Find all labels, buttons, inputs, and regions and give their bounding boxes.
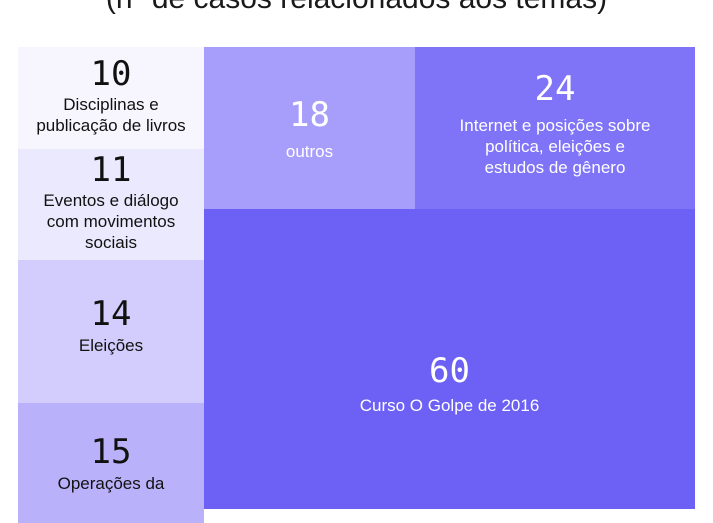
tile-label-line: Eleições <box>78 336 144 355</box>
tile-label-line: estudos de gênero <box>484 158 626 177</box>
treemap-tile-eventos: 11 Eventos e diálogo com movimentos sociais <box>18 149 204 260</box>
tile-label: outros <box>206 141 413 162</box>
tile-value: 24 <box>534 69 576 109</box>
tile-label-line: com movimentos <box>46 212 176 231</box>
tile-label: Eleições <box>20 335 202 356</box>
tile-label-line: Disciplinas e <box>63 95 159 114</box>
tile-label-line: publicação de livros <box>36 116 186 135</box>
tile-label: Operações da <box>20 473 202 494</box>
tile-value: 11 <box>90 150 132 190</box>
tile-value: 10 <box>90 54 132 94</box>
tile-label-line: política, eleições e <box>485 137 625 156</box>
tile-label: Disciplinas e publicação de livros <box>20 94 202 136</box>
tile-label-line: outros <box>285 142 334 161</box>
tile-label-line: Internet e posições sobre <box>459 116 651 135</box>
treemap-tile-outros: 18 outros <box>204 47 415 209</box>
chart-subtitle: (nº de casos relacionados aos temas) <box>0 0 713 16</box>
treemap-tile-internet: 24 Internet e posições sobre política, ele… <box>415 47 695 209</box>
tile-label: Internet e posições sobre política, eleiç… <box>417 115 693 178</box>
tile-value: 15 <box>90 432 132 472</box>
tile-label-line: Operações da <box>57 474 165 493</box>
tile-value: 18 <box>289 95 330 135</box>
tile-label: Eventos e diálogo com movimentos sociais <box>20 190 202 253</box>
treemap-tile-disciplinas: 10 Disciplinas e publicação de livros <box>18 47 204 149</box>
tile-label: Curso O Golpe de 2016 <box>206 395 693 416</box>
tile-value: 60 <box>429 351 470 391</box>
treemap-tile-operacoes: 15 Operações da <box>18 403 204 523</box>
treemap-tile-curso: 60 Curso O Golpe de 2016 <box>204 209 695 509</box>
tile-label-line: Curso O Golpe de 2016 <box>359 396 540 415</box>
tile-label-line: Eventos e diálogo <box>43 191 179 210</box>
tile-label-line: sociais <box>85 233 137 252</box>
treemap-tile-eleicoes: 14 Eleições <box>18 260 204 403</box>
tile-value: 14 <box>90 294 132 334</box>
